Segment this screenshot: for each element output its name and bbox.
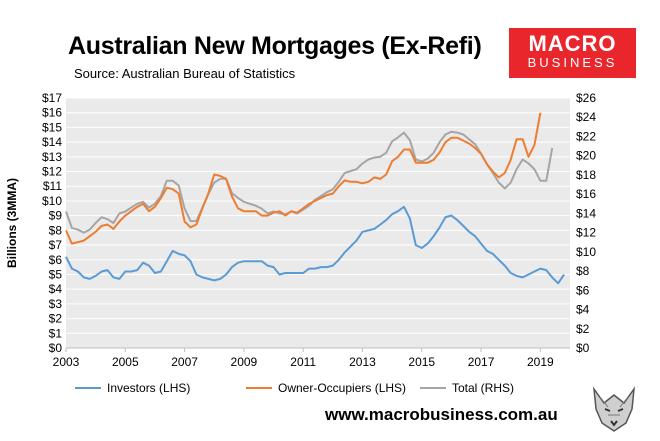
- x-tick-label: 2019: [527, 355, 554, 369]
- right-tick-label: $22: [576, 129, 596, 143]
- plot-area: [66, 98, 570, 348]
- left-tick-label: $7: [49, 238, 63, 252]
- right-tick-label: $18: [576, 168, 596, 182]
- right-tick-label: $24: [576, 110, 596, 124]
- right-tick-label: $2: [576, 322, 590, 336]
- x-axis: 2003 2005 2007 2009 2011 2013 2015 2017 2019: [53, 347, 570, 369]
- left-tick-label: $13: [42, 150, 62, 164]
- right-tick-label: $12: [576, 226, 596, 240]
- left-tick-label: $17: [42, 91, 62, 105]
- x-tick-label: 2013: [349, 355, 376, 369]
- right-tick-label: $10: [576, 245, 596, 259]
- right-tick-label: $6: [576, 283, 590, 297]
- left-axis: $0$1$2$3$4$5$6$7$8$9$10$11$12$13$14$15$1…: [42, 91, 62, 355]
- left-tick-label: $15: [42, 120, 62, 134]
- y-axis-label: Billions (3MMA): [5, 178, 19, 268]
- right-tick-label: $20: [576, 149, 596, 163]
- x-tick-label: 2007: [171, 355, 198, 369]
- left-tick-label: $3: [49, 297, 63, 311]
- left-tick-label: $14: [42, 135, 62, 149]
- right-tick-label: $4: [576, 303, 590, 317]
- left-tick-label: $5: [49, 267, 63, 281]
- legend-label: Total (RHS): [452, 381, 514, 395]
- logo-line-1: MACRO: [528, 31, 617, 56]
- series-line: [65, 205, 565, 285]
- right-axis: $0 $2 $4 $6 $8 $10 $12 $14 $16 $18 $20 $22 $24 $26: [576, 91, 596, 355]
- left-tick-label: $11: [43, 179, 62, 193]
- x-tick-label: 2017: [468, 355, 495, 369]
- wolf-logo-icon: [592, 386, 636, 432]
- left-tick-label: $4: [49, 282, 63, 296]
- macrobusiness-logo: MACRO BUSINESS: [509, 28, 636, 78]
- logo-line-2: BUSINESS: [527, 55, 618, 70]
- chart-subtitle: Source: Australian Bureau of Statistics: [74, 66, 296, 81]
- series-line: [65, 112, 542, 245]
- right-tick-label: $16: [576, 187, 596, 201]
- x-tick-label: 2011: [290, 355, 316, 369]
- legend: Investors (LHS) Owner-Occupiers (LHS) Tota…: [75, 381, 514, 395]
- left-tick-label: $16: [42, 106, 62, 120]
- legend-label: Investors (LHS): [107, 381, 190, 395]
- x-tick-label: 2009: [231, 355, 258, 369]
- right-tick-label: $0: [576, 341, 590, 355]
- right-tick-label: $14: [576, 206, 596, 220]
- left-tick-label: $6: [49, 253, 63, 267]
- x-tick-label: 2005: [112, 355, 139, 369]
- left-tick-label: $8: [49, 223, 63, 237]
- left-tick-label: $12: [42, 165, 62, 179]
- legend-label: Owner-Occupiers (LHS): [278, 381, 406, 395]
- x-tick-label: 2003: [53, 355, 80, 369]
- x-tick-label: 2015: [408, 355, 435, 369]
- left-tick-label: $1: [49, 326, 63, 340]
- series-lines: [65, 112, 565, 285]
- right-tick-label: $8: [576, 264, 590, 278]
- left-tick-label: $9: [49, 209, 63, 223]
- chart-title: Australian New Mortgages (Ex-Refi): [68, 32, 482, 60]
- right-tick-label: $26: [576, 91, 596, 105]
- left-tick-label: $0: [49, 341, 63, 355]
- left-tick-label: $2: [49, 312, 63, 326]
- left-tick-label: $10: [42, 194, 62, 208]
- website-url: www.macrobusiness.com.au: [325, 405, 558, 424]
- series-line: [65, 130, 554, 234]
